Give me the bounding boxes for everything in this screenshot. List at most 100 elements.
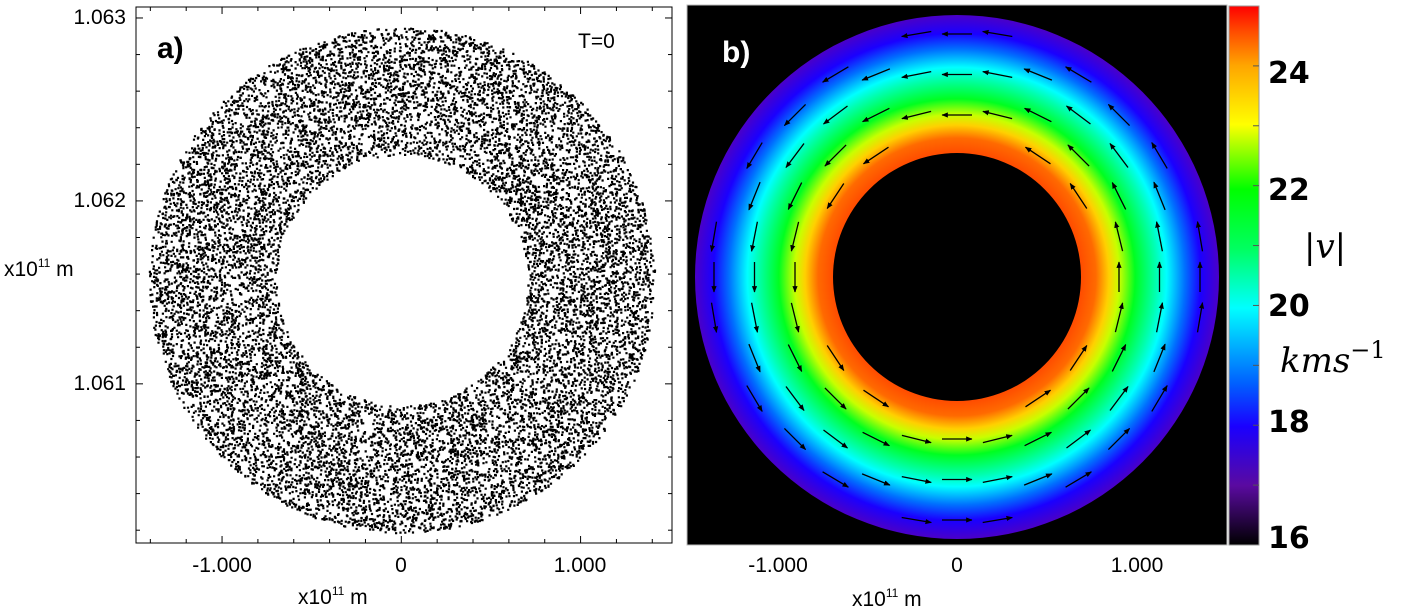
velocity-arrow [861, 68, 891, 81]
x-tick-label: -1.000 [748, 554, 808, 577]
velocity-arrow [982, 475, 1013, 484]
velocity-arrow [750, 302, 759, 333]
velocity-arrow [1023, 473, 1053, 486]
velocity-arrow [1069, 344, 1088, 371]
velocity-arrow [901, 434, 932, 444]
colorbar: 16 18 20 22 24 |v| kms−1 [1228, 5, 1386, 556]
velocity-arrow [1155, 302, 1164, 333]
y-tick-label: 1.061 [73, 372, 126, 395]
velocity-arrow [1067, 144, 1090, 167]
velocity-arrow [862, 146, 889, 165]
colorbar-tick-label: 24 [1268, 56, 1310, 91]
velocity-arrow [1065, 471, 1092, 488]
x-axis-label-a: x1011 m [298, 584, 368, 609]
scatter-points [148, 27, 657, 535]
velocity-arrow [1109, 385, 1129, 411]
colorbar-tick-label: 16 [1268, 521, 1310, 556]
velocity-arrow [1069, 182, 1088, 209]
y-axis-label-a: x1011 m [4, 256, 74, 281]
velocity-arrow [1067, 387, 1090, 410]
y-tick-label: 1.063 [73, 6, 126, 29]
time-annotation: T=0 [578, 30, 615, 53]
colorbar-label: |v| [1304, 227, 1346, 267]
velocity-arrow [1195, 221, 1204, 252]
velocity-arrow [1153, 181, 1166, 211]
velocity-arrow [982, 515, 1013, 524]
panel-b: b) -1.000 0 1.000 x1011 m [686, 4, 1228, 611]
colorbar-unit: kms−1 [1280, 336, 1386, 381]
x-tick-label: 0 [951, 554, 963, 577]
velocity-arrow [901, 70, 932, 79]
velocity-arrow [901, 110, 932, 120]
velocity-arrow [746, 385, 763, 412]
velocity-arrow [1024, 146, 1051, 165]
velocity-arrow [822, 471, 849, 488]
velocity-arrow [1024, 107, 1052, 123]
colorbar-tick-label: 18 [1268, 405, 1310, 440]
velocity-arrow [901, 516, 932, 525]
velocity-arrow [1151, 385, 1168, 412]
velocity-arrow [783, 427, 807, 451]
x-tick-label: 1.000 [1111, 554, 1164, 577]
velocity-arrow [824, 144, 847, 167]
velocity-arrow [1155, 221, 1164, 252]
velocity-arrow [822, 66, 849, 83]
panel-label-a: a) [157, 32, 184, 65]
x-axis-label-b: x1011 m [852, 586, 922, 611]
colorbar-gradient [1228, 5, 1260, 546]
velocity-arrow [787, 344, 803, 372]
velocity-arrow [1111, 182, 1127, 210]
velocity-arrow [862, 107, 890, 123]
colorbar-ticks [1253, 65, 1259, 486]
velocity-arrow [787, 182, 803, 210]
velocity-vectors [709, 29, 1205, 525]
velocity-arrow [822, 105, 848, 125]
velocity-arrow [785, 143, 805, 169]
velocity-arrow [1066, 429, 1092, 449]
velocity-arrow [785, 386, 805, 412]
velocity-arrow [748, 181, 761, 211]
velocity-arrow [862, 431, 890, 447]
scatter-point-cloud [148, 27, 657, 535]
velocity-arrow [824, 387, 847, 410]
velocity-arrow [709, 221, 718, 252]
velocity-arrow [982, 110, 1013, 120]
velocity-arrow [783, 103, 807, 127]
y-tick-label: 1.062 [73, 189, 126, 212]
velocity-arrow [901, 30, 932, 39]
x-tick-label: 1.000 [554, 554, 607, 577]
velocity-arrow [750, 221, 759, 252]
velocity-arrow [1196, 302, 1205, 333]
x-tick-label: -1.000 [192, 554, 252, 577]
velocity-arrow [1107, 103, 1131, 127]
velocity-arrow [1114, 302, 1124, 333]
colorbar-tick-label: 22 [1268, 173, 1310, 208]
velocity-arrow [1025, 389, 1052, 408]
velocity-arrow [1111, 344, 1127, 372]
velocity-arrow [982, 434, 1013, 444]
velocity-arrow [982, 70, 1013, 79]
velocity-arrow [1065, 105, 1091, 125]
velocity-arrow [1151, 142, 1168, 169]
colorbar-tick-label: 20 [1268, 289, 1310, 324]
velocity-arrow [790, 221, 800, 252]
velocity-arrow [823, 429, 849, 449]
velocity-arrow [1153, 343, 1166, 373]
velocity-arrow [1114, 221, 1124, 252]
velocity-arrow [790, 302, 800, 333]
velocity-arrow [1023, 68, 1053, 81]
plot-frame-a [135, 6, 673, 544]
velocity-arrow [1109, 142, 1129, 168]
velocity-arrow [1107, 427, 1131, 451]
velocity-arrow [826, 345, 845, 372]
velocity-arrow [863, 389, 890, 408]
velocity-arrow [710, 302, 719, 333]
velocity-arrow [861, 473, 891, 486]
velocity-arrow [746, 142, 763, 169]
axis-ticks-a [136, 7, 672, 543]
velocity-arrow [901, 475, 932, 484]
velocity-arrow [982, 29, 1013, 38]
panel-a: a) T=0 1.061 1.062 1.063 -1.000 0 1.000 … [4, 6, 673, 609]
velocity-arrow [748, 343, 761, 373]
